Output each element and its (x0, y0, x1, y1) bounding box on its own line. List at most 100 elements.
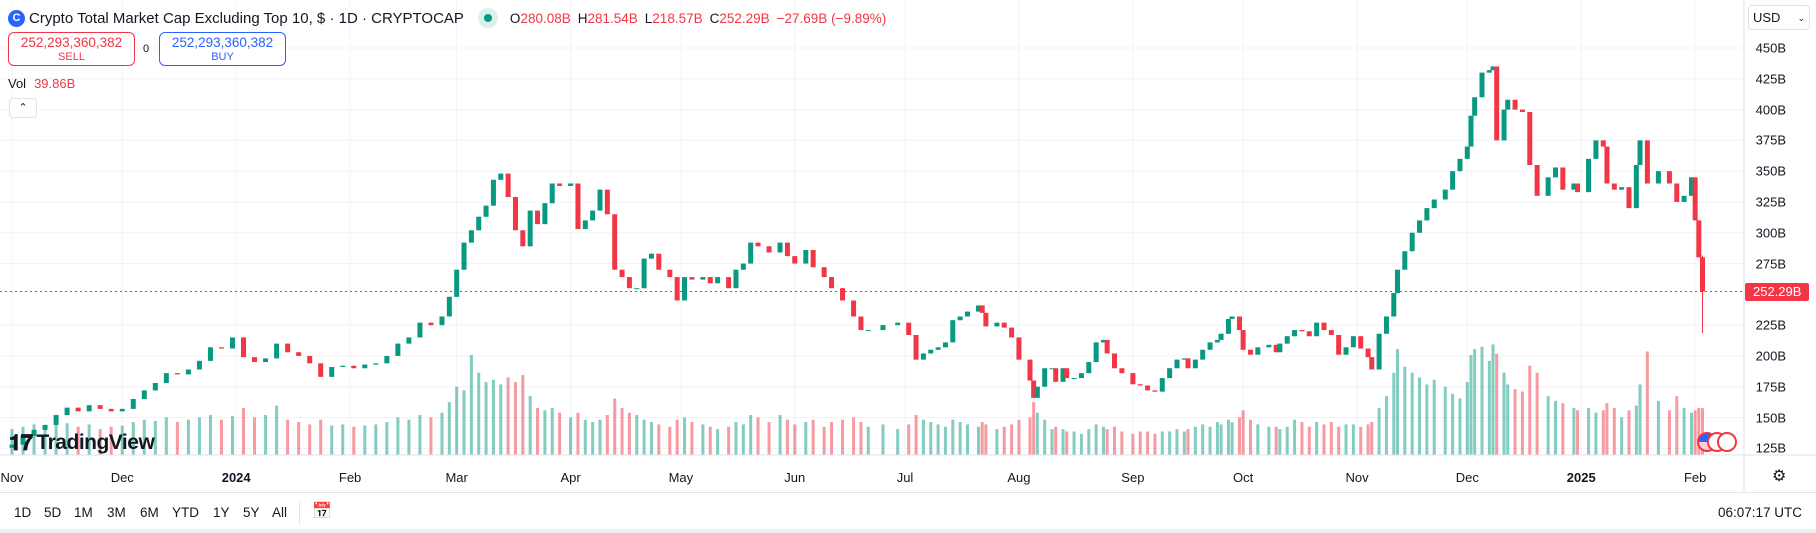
candle-body (1545, 177, 1551, 196)
candle-body (1001, 322, 1007, 328)
volume-bar (131, 422, 135, 455)
volume-bar (142, 419, 146, 455)
range-button-6m[interactable]: 6M (140, 505, 159, 520)
volume-bar (1226, 419, 1230, 455)
symbol-title[interactable]: Crypto Total Market Cap Excluding Top 10… (29, 9, 464, 27)
candle-body (626, 277, 632, 289)
candle-body (64, 407, 70, 416)
candle-body (1104, 339, 1110, 354)
candle-body (965, 311, 970, 317)
price-chart[interactable] (0, 0, 1816, 492)
candle-body (362, 364, 368, 369)
candle-body (1016, 337, 1022, 360)
volume-bar (43, 425, 47, 455)
currency-select[interactable]: USD ⌄ (1748, 5, 1810, 30)
candle-body (207, 347, 213, 361)
buy-price: 252,293,360,382 (171, 35, 274, 50)
economic-events-icons[interactable] (1697, 432, 1737, 452)
volume-bar (1101, 426, 1105, 455)
price-tick: 350B (1755, 163, 1786, 179)
candle-body (1159, 378, 1165, 392)
range-button-5y[interactable]: 5Y (243, 505, 260, 520)
candle-body (1383, 316, 1389, 334)
candle-body (1534, 165, 1540, 196)
volume-bar (627, 412, 631, 455)
collapse-legend-button[interactable]: ⌃ (9, 98, 37, 118)
clock-timezone[interactable]: 06:07:17 UTC (1717, 505, 1802, 520)
price-tick: 425B (1755, 71, 1786, 87)
volume-bar (1002, 426, 1006, 455)
candle-body (1027, 359, 1033, 381)
volume-bar (1458, 398, 1462, 455)
volume-bar (1278, 429, 1282, 455)
price-tick: 375B (1755, 132, 1786, 148)
candle-body (1299, 330, 1305, 332)
time-tick: Feb (338, 470, 362, 485)
candle-body (1593, 140, 1599, 159)
volume-bar (109, 426, 113, 455)
candle-body (1167, 368, 1173, 379)
volume-bar (308, 424, 312, 455)
candle-body (1207, 342, 1213, 350)
go-to-date-icon[interactable]: 📅 (312, 503, 332, 520)
time-tick: Dec (1455, 470, 1479, 485)
candle-body (1486, 70, 1492, 73)
candle-body (340, 365, 346, 368)
candle-body (1575, 183, 1581, 193)
volume-bar (1432, 379, 1436, 455)
volume-bar (921, 419, 925, 455)
candle-body (1130, 373, 1136, 385)
volume-bar (469, 355, 473, 455)
volume-bar (1065, 431, 1069, 455)
range-button-1y[interactable]: 1Y (213, 505, 230, 520)
range-button-all[interactable]: All (272, 505, 288, 520)
candle-body (619, 269, 625, 278)
candle-body (1626, 187, 1632, 209)
candle-body (880, 325, 886, 331)
range-button-3m[interactable]: 3M (107, 505, 126, 520)
volume-bar (727, 426, 731, 455)
market-status-icon[interactable] (477, 8, 498, 28)
sell-button[interactable]: 252,293,360,382 SELL (8, 32, 135, 66)
candle-body (1369, 357, 1375, 370)
candle-body (942, 342, 948, 348)
candle-body (141, 390, 147, 400)
candle-body (682, 277, 688, 301)
buy-button[interactable]: 252,293,360,382 BUY (159, 32, 286, 66)
range-button-5d[interactable]: 5D (44, 505, 62, 520)
candle-body (840, 288, 846, 301)
volume-bar (716, 429, 720, 455)
price-tick: 175B (1755, 379, 1786, 395)
candle-body (1192, 359, 1198, 369)
candle-body (1479, 72, 1485, 98)
volume-bar (242, 407, 246, 455)
volume-bar (208, 415, 212, 455)
volume-bar (396, 417, 400, 455)
time-tick: Mar (445, 470, 468, 485)
chart-settings-icon[interactable]: ⚙ (1772, 468, 1787, 485)
range-button-1m[interactable]: 1M (74, 505, 93, 520)
volume-bar (1384, 396, 1388, 455)
candle-body (1402, 251, 1408, 270)
range-button-ytd[interactable]: YTD (172, 505, 199, 520)
candle-body (829, 277, 835, 289)
event-icon[interactable] (1717, 432, 1737, 452)
low-value: 218.57B (652, 10, 703, 26)
volume-bar (1285, 426, 1289, 455)
candle-body (1560, 167, 1566, 190)
volume-bar (1043, 419, 1047, 455)
candle-body (766, 246, 772, 253)
volume-bar (1146, 431, 1150, 455)
bottom-toolbar: 1D 5D 1M 3M 6M YTD 1Y 5Y All 📅 06:07:17 UTC (0, 492, 1816, 533)
volume-bar (1612, 407, 1616, 455)
candle-body (1247, 349, 1253, 355)
tradingview-logo[interactable]: 𝟏𝟕 TradingView (9, 430, 155, 456)
range-button-1d[interactable]: 1D (14, 505, 32, 520)
volume-bar (1337, 426, 1341, 455)
candle-body (851, 300, 857, 317)
candle-body (1696, 220, 1702, 258)
volume-bar (521, 375, 525, 455)
volume-bar (1418, 377, 1422, 455)
volume-bar (1175, 429, 1179, 455)
volume-bar (98, 429, 102, 455)
